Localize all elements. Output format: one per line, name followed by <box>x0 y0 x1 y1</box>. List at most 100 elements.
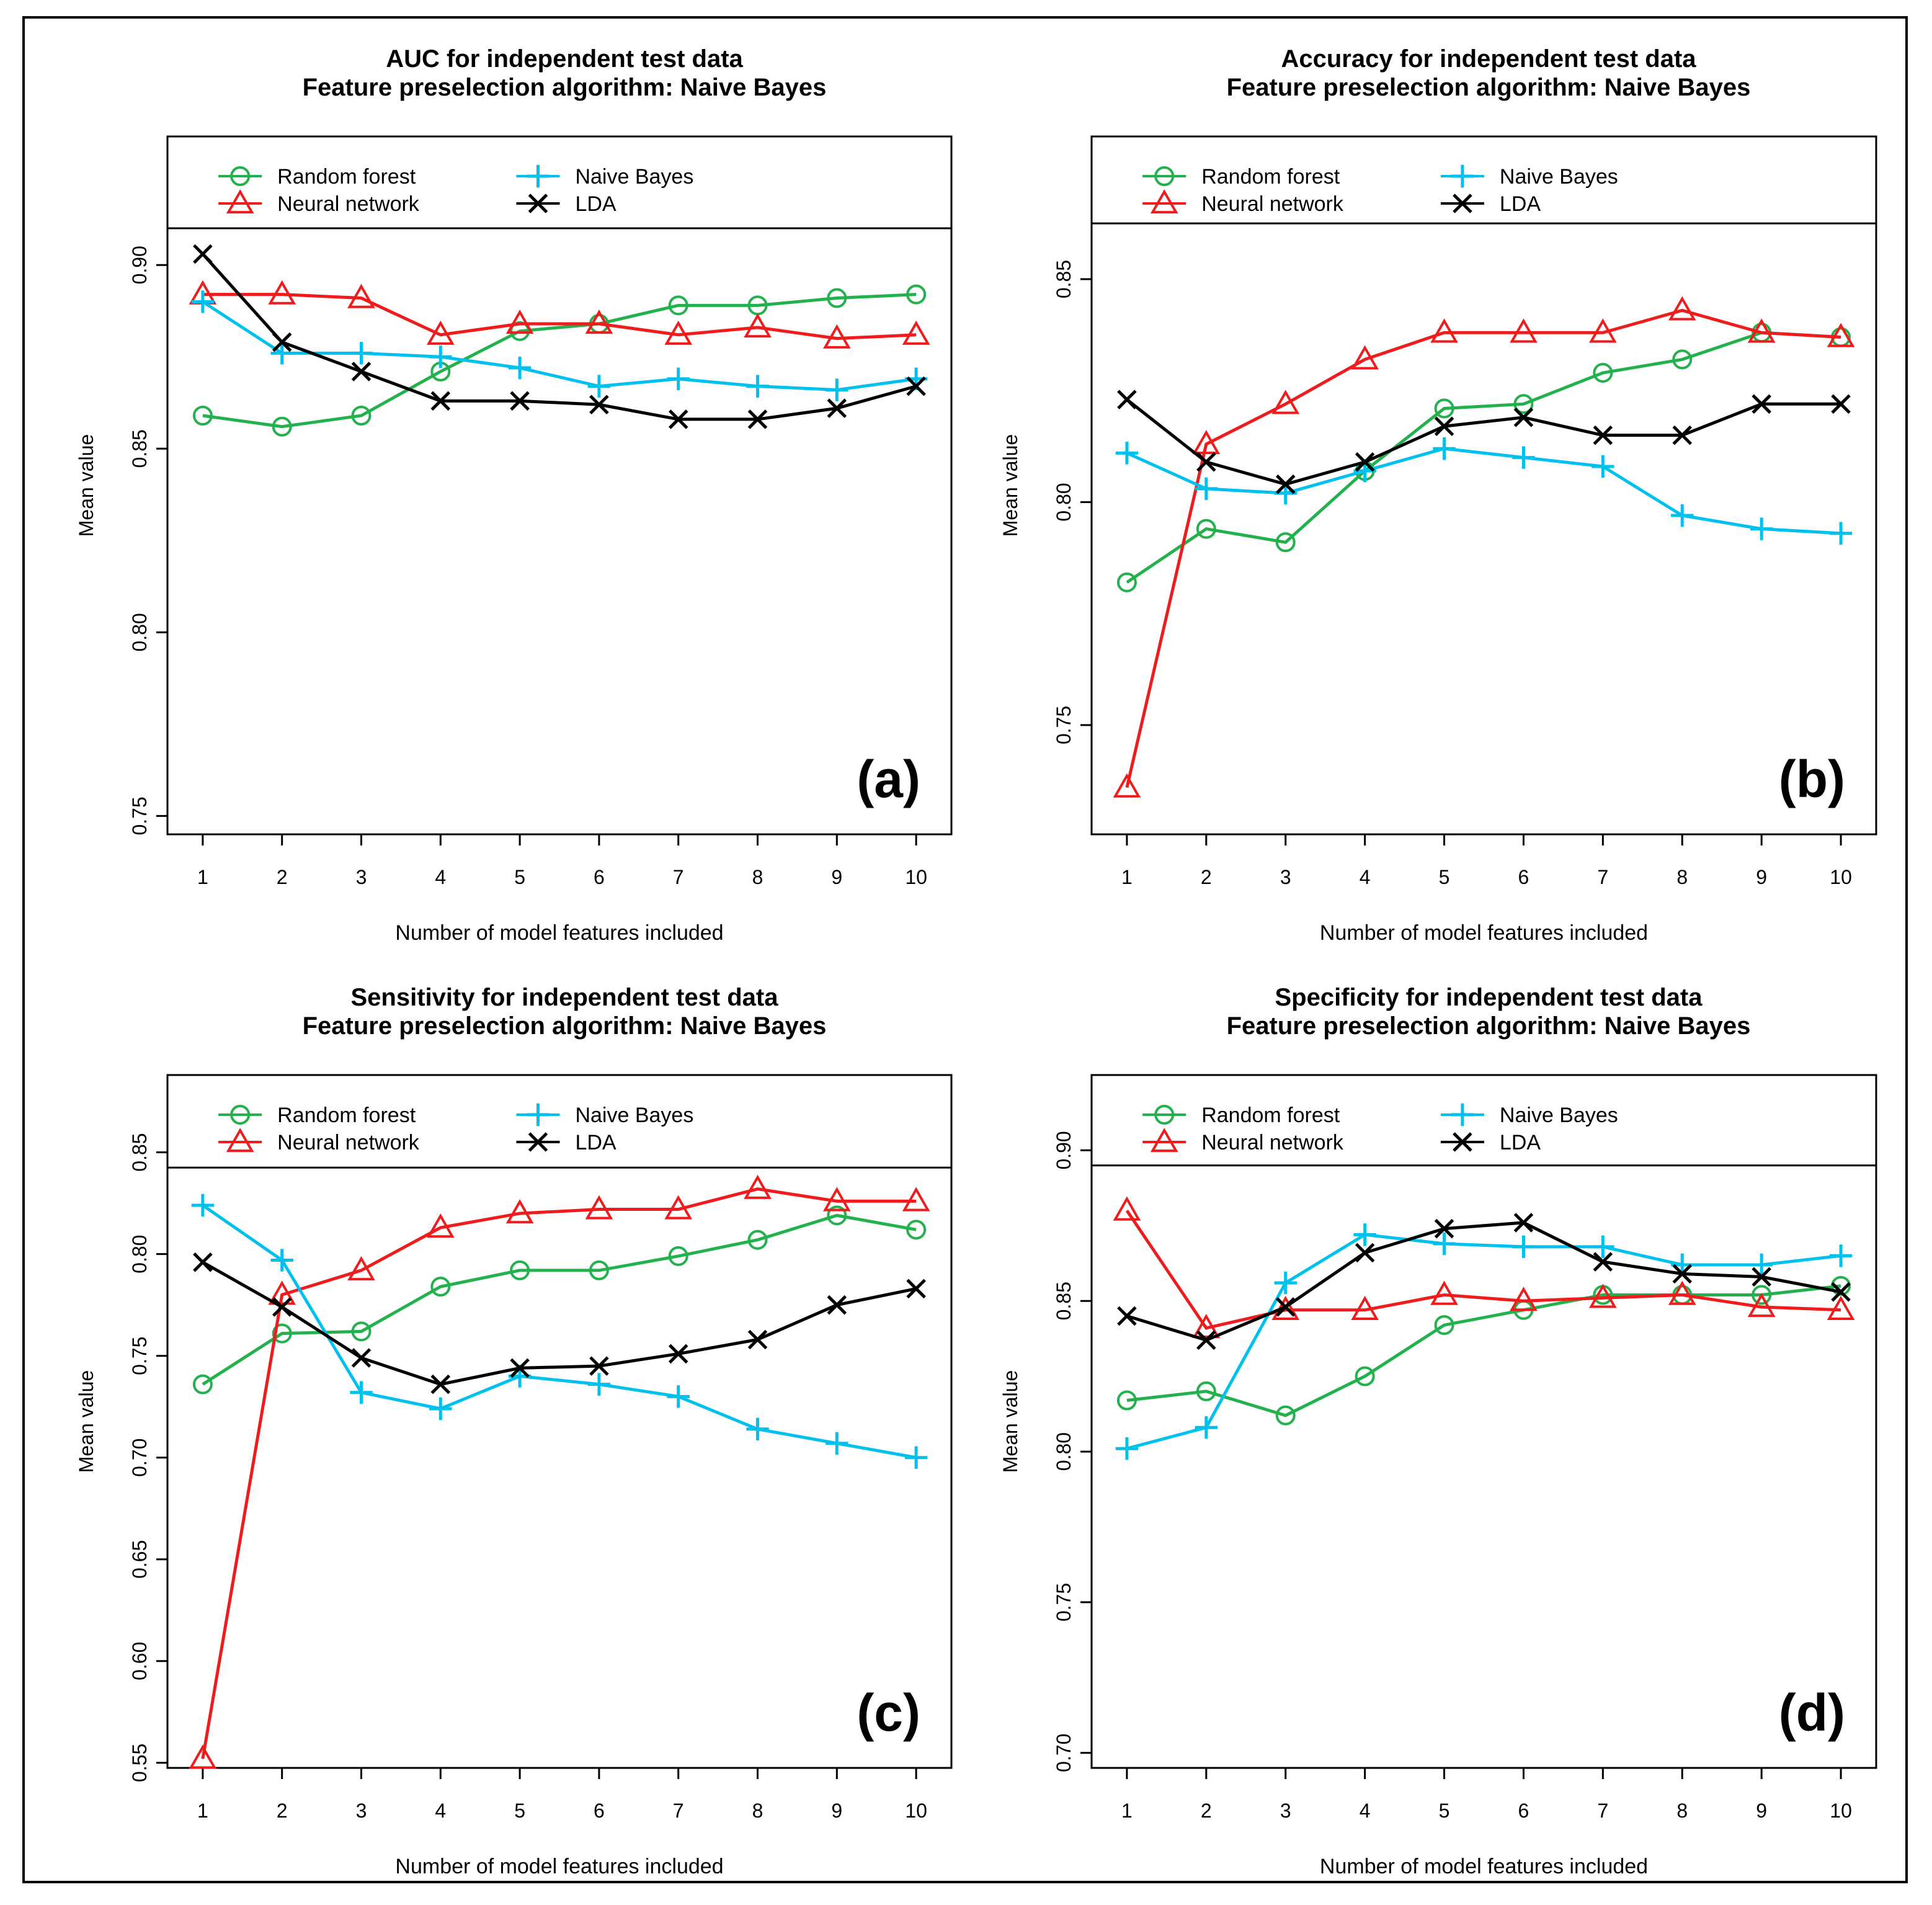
data-point <box>1275 1297 1296 1317</box>
legend-label: Random forest <box>1201 165 1340 189</box>
data-point <box>747 409 768 429</box>
x-axis-label: Number of model features included <box>1320 1855 1648 1878</box>
data-point <box>1752 1267 1771 1287</box>
data-point <box>510 391 530 411</box>
y-tick-label: 0.75 <box>128 796 151 835</box>
y-tick-label: 0.85 <box>128 429 151 468</box>
legend-entry: LDA <box>1440 192 1541 216</box>
data-point <box>822 324 851 349</box>
data-point <box>587 375 611 398</box>
data-point <box>1434 1315 1454 1336</box>
data-point <box>1831 1282 1851 1302</box>
plot-box <box>166 135 953 836</box>
chart-title: Accuracy for independent test data <box>1281 45 1696 73</box>
data-point <box>667 367 690 390</box>
data-point <box>587 1373 611 1396</box>
legend-marker <box>226 1128 254 1153</box>
data-point <box>192 1374 213 1394</box>
legend-entry: Naive Bayes <box>516 1103 693 1127</box>
x-tick-label: 8 <box>1676 866 1688 888</box>
panel-label: (c) <box>857 1684 920 1742</box>
data-point <box>429 1397 452 1421</box>
series-lda <box>193 244 926 429</box>
legend-marker <box>1154 1105 1175 1125</box>
data-point <box>1589 1283 1617 1308</box>
legend-entry: Naive Bayes <box>516 164 693 189</box>
data-point <box>1827 1295 1855 1320</box>
legend-label: Naive Bayes <box>575 165 693 189</box>
legend-entry: Random forest <box>218 1104 416 1127</box>
data-point <box>351 1321 372 1342</box>
data-point <box>746 1417 769 1440</box>
plot-box <box>1090 1074 1877 1769</box>
chart-subtitle: Feature preselection algorithm: Naive Ba… <box>1227 74 1751 101</box>
data-point <box>822 1187 851 1211</box>
legend-entry: Neural network <box>1142 1128 1344 1154</box>
x-tick-label: 4 <box>1360 866 1371 888</box>
data-point <box>350 342 373 365</box>
data-point <box>667 1385 690 1408</box>
x-tick-label: 1 <box>197 1800 208 1822</box>
y-tick-label: 0.70 <box>1053 1734 1075 1772</box>
x-tick-label: 4 <box>1360 1800 1371 1822</box>
x-tick-label: 6 <box>594 866 605 888</box>
legend-label: LDA <box>575 1131 616 1154</box>
data-point <box>826 378 848 401</box>
data-point <box>744 313 772 338</box>
data-point <box>191 1193 215 1217</box>
series-line <box>202 300 917 392</box>
data-point <box>272 1323 292 1344</box>
legend-marker <box>1154 166 1175 186</box>
legend-entry: Neural network <box>1142 189 1344 216</box>
x-tick-label: 2 <box>1201 866 1212 888</box>
data-point <box>1433 437 1456 460</box>
data-point <box>826 1432 848 1455</box>
data-point <box>1593 1252 1613 1272</box>
data-point <box>589 1356 609 1376</box>
data-point <box>1430 1280 1458 1305</box>
chart-panel-4: Specificity for independent test dataFea… <box>999 984 1877 1878</box>
data-point <box>1192 1314 1221 1339</box>
data-point <box>668 1344 688 1364</box>
data-point <box>1510 318 1538 343</box>
legend-label: Neural network <box>277 1131 420 1154</box>
legend-entry: Neural network <box>218 1128 420 1154</box>
data-point <box>585 310 613 334</box>
panel-label: (a) <box>857 750 920 808</box>
x-axis-label: Number of model features included <box>395 921 723 945</box>
data-point <box>668 409 688 429</box>
x-tick-label: 5 <box>1439 866 1450 888</box>
data-point <box>1113 1196 1141 1221</box>
data-point <box>1117 390 1137 409</box>
legend-marker <box>1150 189 1178 214</box>
series-line <box>202 293 917 341</box>
data-point <box>1192 430 1221 455</box>
x-tick-label: 7 <box>1597 866 1608 888</box>
legend-entry: LDA <box>516 1131 617 1154</box>
series-line <box>1125 308 1841 788</box>
data-point <box>1430 318 1458 343</box>
y-axis-label: Mean value <box>75 434 97 537</box>
series-lda <box>1117 390 1851 494</box>
y-tick-label: 0.80 <box>1053 1432 1075 1471</box>
y-axis-label: Mean value <box>999 434 1022 537</box>
data-point <box>1195 1416 1218 1439</box>
legend-marker <box>1453 194 1472 213</box>
data-point <box>1512 1235 1535 1259</box>
data-point <box>268 280 296 305</box>
legend: Random forest Neural network Naive Bayes LD… <box>218 164 693 216</box>
legend-label: Naive Bayes <box>1500 165 1618 189</box>
data-point <box>351 1348 372 1368</box>
data-point <box>668 295 688 316</box>
panel-label: (d) <box>1779 1684 1845 1742</box>
x-tick-label: 2 <box>277 866 288 888</box>
data-point <box>189 1744 217 1769</box>
series-line <box>202 293 917 429</box>
data-point <box>1672 1264 1693 1284</box>
data-point <box>589 395 609 415</box>
data-point <box>1829 522 1853 545</box>
legend-entry: Random forest <box>218 165 416 189</box>
legend-label: Neural network <box>277 192 420 216</box>
